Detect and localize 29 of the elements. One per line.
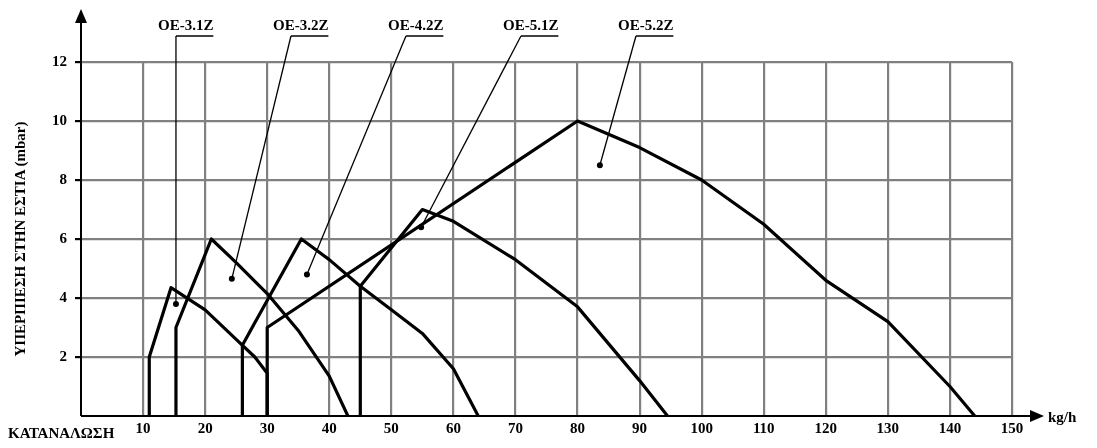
x-axis-title: kg/h [1048,408,1078,425]
y-tick-label: 2 [59,347,67,364]
y-tick-label: 8 [59,170,67,187]
x-tick-label: 80 [570,419,586,436]
x-tick-label: 30 [259,419,275,436]
x-tick-label: 20 [197,419,213,436]
x-tick-label: 150 [1000,419,1024,436]
annotation: OE-5.1Z [502,17,559,34]
annotation: OE-3.1Z [157,17,214,34]
annotation: OE-5.2Z [617,17,674,34]
x-tick-label: 90 [632,419,648,436]
y-tick-label: 10 [52,111,67,128]
y-axis-title: ΥΠΕΡΠΙΕΣΗ ΣΤΗΝ ΕΣΤΙΑ (mbar) [11,121,29,357]
x-tick-label: 50 [383,419,399,436]
text: ΚΑΤΑΝΑΛΩΣΗ [8,425,115,442]
x-tick-label: 130 [876,419,900,436]
annotation: OE-3.2Z [272,17,329,34]
x-tick-label: 100 [690,419,713,436]
x-tick-label: 110 [752,419,775,436]
y-tick-label: 4 [59,288,68,305]
annotation: OE-4.2Z [387,17,444,34]
x-tick-label: 140 [938,419,962,436]
x-tick-label: 40 [321,419,337,436]
x-tick-label: 120 [814,419,838,436]
x-tick-label: 10 [135,419,151,436]
x-tick-label: 70 [507,419,523,436]
y-tick-label: 6 [59,229,68,246]
y-tick-label: 12 [52,52,67,69]
x-tick-label: 60 [445,419,461,436]
